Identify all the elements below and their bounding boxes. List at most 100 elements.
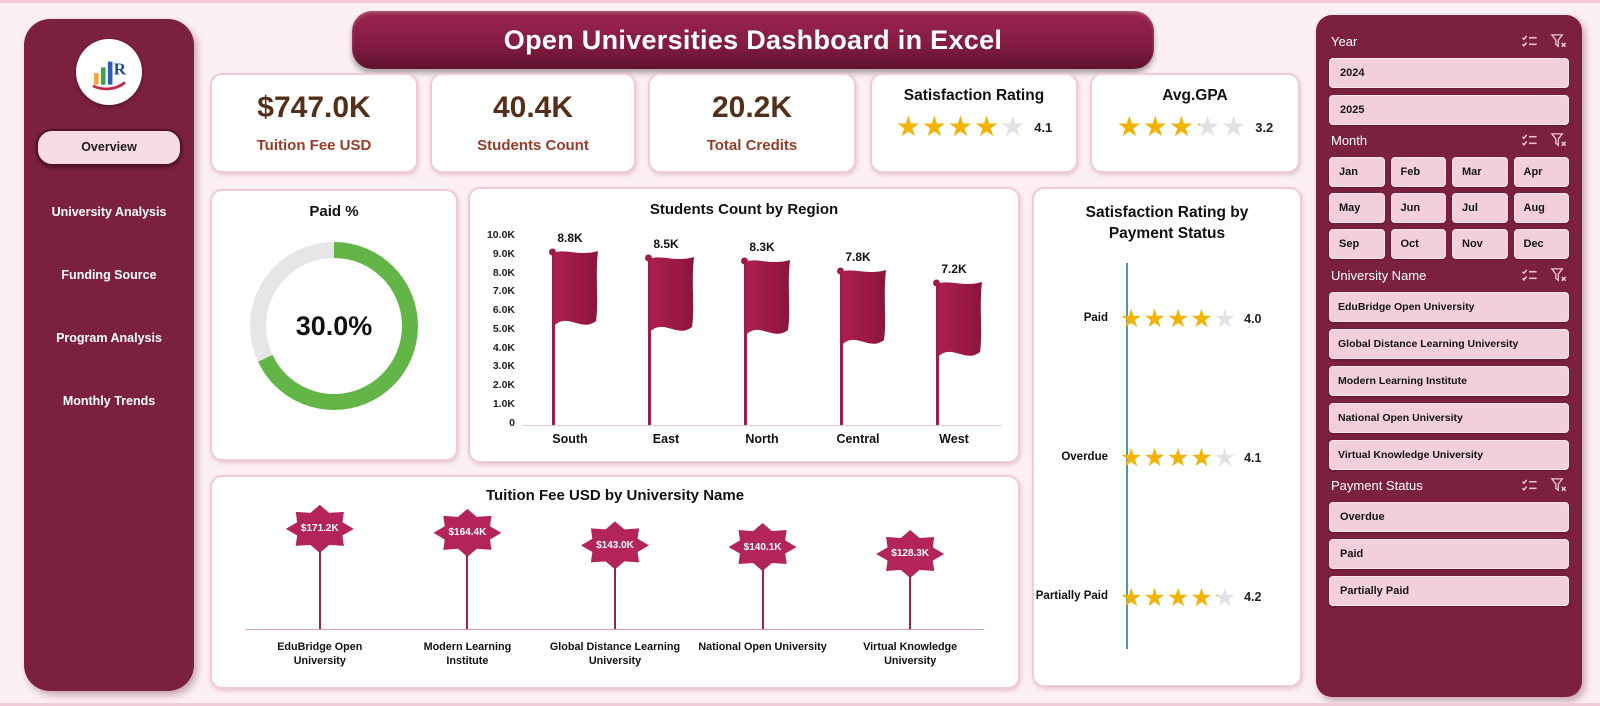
slicer-button-apr[interactable]: Apr — [1513, 157, 1569, 187]
slicer-button-sep[interactable]: Sep — [1329, 229, 1385, 259]
kpi-value: 40.4K — [492, 91, 574, 124]
rating-value: 4.2 — [1244, 590, 1262, 605]
stem-column: $128.3K — [836, 512, 984, 629]
flag-marker-icon — [549, 248, 598, 327]
nav-item-monthly-trends[interactable]: Monthly Trends — [62, 394, 156, 408]
rating-value: 4.1 — [1244, 450, 1262, 465]
burst-data-label: $143.0K — [580, 521, 649, 570]
slicer-button-jan[interactable]: Jan — [1329, 157, 1385, 187]
kpi-card-students-count: 40.4K Students Count — [430, 73, 636, 173]
slicer-button-feb[interactable]: Feb — [1390, 157, 1446, 187]
satisfaction-by-status-chart-card: Satisfaction Rating by Payment Status Pa… — [1032, 187, 1302, 687]
slicer-header-month: Month — [1331, 132, 1567, 149]
slicer-button-global-distance[interactable]: Global Distance Learning University — [1329, 329, 1569, 359]
clear-filter-icon[interactable] — [1550, 132, 1567, 149]
stem-column: $164.4K — [394, 508, 542, 629]
slicer-button-dec[interactable]: Dec — [1513, 229, 1569, 259]
clear-filter-icon[interactable] — [1550, 477, 1567, 494]
slicer-button-aug[interactable]: Aug — [1513, 193, 1569, 223]
svg-text:R: R — [114, 59, 127, 78]
region-plot-area: 8.8K 8.5K 8.3K — [522, 228, 1002, 426]
x-axis-labels: South East North Central West — [552, 432, 969, 446]
slicer-button-2024[interactable]: 2024 — [1329, 58, 1569, 88]
flag-marker-icon — [645, 254, 694, 333]
multi-select-icon[interactable] — [1521, 33, 1538, 50]
x-axis-labels: EduBridge Open University Modern Learnin… — [277, 641, 958, 668]
kpi-label: Total Credits — [706, 137, 798, 154]
left-sidebar: R Overview University Analysis Funding S… — [24, 19, 194, 691]
page-title: Open Universities Dashboard in Excel — [352, 11, 1154, 69]
slicer-button-edubridge[interactable]: EduBridge Open University — [1329, 292, 1569, 322]
slicer-button-2025[interactable]: 2025 — [1329, 95, 1569, 125]
chart-title: Satisfaction Rating by Payment Status — [1085, 204, 1249, 242]
burst-data-label: $128.3K — [876, 529, 945, 578]
multi-select-icon[interactable] — [1521, 267, 1538, 284]
kpi-title: Avg.GPA — [1162, 87, 1228, 104]
multi-select-icon[interactable] — [1521, 477, 1538, 494]
slicer-button-jul[interactable]: Jul — [1452, 193, 1508, 223]
slicer-button-oct[interactable]: Oct — [1390, 229, 1446, 259]
data-label: 8.5K — [653, 236, 679, 251]
rating-value: 4.0 — [1244, 311, 1262, 326]
month-slicer-grid: Jan Feb Mar Apr May Jun Jul Aug Sep Oct … — [1329, 157, 1569, 259]
flag-column-west: 7.2K — [906, 228, 1002, 425]
slicer-button-mar[interactable]: Mar — [1452, 157, 1508, 187]
tuition-by-university-chart-card: Tuition Fee USD by University Name $171.… — [210, 475, 1020, 689]
chart-title: Students Count by Region — [649, 201, 839, 218]
flag-marker-icon — [741, 257, 790, 337]
clear-filter-icon[interactable] — [1550, 267, 1567, 284]
kpi-value: 20.2K — [711, 91, 793, 124]
slicer-button-modern-learning[interactable]: Modern Learning Institute — [1329, 366, 1569, 396]
slicer-button-partially-paid[interactable]: Partially Paid — [1329, 576, 1569, 606]
star-rating: ★★★★★★★★★★ — [1120, 304, 1238, 333]
slicer-button-jun[interactable]: Jun — [1390, 193, 1446, 223]
chart-title: Paid % — [309, 203, 359, 220]
star-rating: ★★★★★★★★★★ — [1116, 110, 1248, 143]
slicer-button-paid[interactable]: Paid — [1329, 539, 1569, 569]
kpi-card-total-credits: 20.2K Total Credits — [648, 73, 856, 173]
nav-item-university-analysis[interactable]: University Analysis — [51, 205, 167, 219]
kpi-label: Students Count — [477, 137, 589, 154]
students-by-region-chart-card: Students Count by Region 10.0K 9.0K 8.0K… — [468, 187, 1020, 463]
rating-value: 4.1 — [1034, 119, 1053, 135]
flag-column-central: 7.8K — [810, 228, 906, 425]
multi-select-icon[interactable] — [1521, 132, 1538, 149]
kpi-title: Satisfaction Rating — [903, 87, 1045, 104]
stem-column: $140.1K — [689, 512, 837, 629]
category-axis-line — [1126, 262, 1128, 649]
slicer-button-overdue[interactable]: Overdue — [1329, 502, 1569, 532]
rating-value: 3.2 — [1255, 119, 1274, 135]
kpi-value: $747.0K — [257, 91, 371, 124]
burst-data-label: $140.1K — [728, 523, 797, 572]
slicer-panel: Year 2024 2025 Month — [1316, 15, 1582, 697]
y-axis: 10.0K 9.0K 8.0K 7.0K 6.0K 5.0K 4.0K 3.0K… — [486, 229, 515, 429]
slicer-button-national-open[interactable]: National Open University — [1329, 403, 1569, 433]
nav-item-funding-source[interactable]: Funding Source — [61, 268, 157, 282]
flag-column-south: 8.8K — [522, 228, 618, 425]
kpi-card-avg-gpa: Avg.GPA ★★★★★★★★★★ 3.2 — [1090, 73, 1300, 173]
slicer-button-may[interactable]: May — [1329, 193, 1385, 223]
slicer-button-nov[interactable]: Nov — [1452, 229, 1508, 259]
chart-title: Tuition Fee USD by University Name — [485, 487, 745, 504]
clear-filter-icon[interactable] — [1550, 33, 1567, 50]
slicer-header-payment-status: Payment Status — [1331, 477, 1567, 494]
nav-item-overview[interactable]: Overview — [36, 129, 182, 166]
flag-marker-icon — [933, 279, 982, 359]
star-rating: ★★★★★★★★★★ — [1120, 443, 1238, 473]
data-label: 8.3K — [749, 240, 775, 255]
data-label: 7.8K — [845, 250, 871, 265]
slicer-header-university-name: University Name — [1331, 267, 1567, 284]
stem-column: $171.2K — [246, 504, 394, 629]
star-rating: ★★★★★★★★★★ — [1120, 582, 1238, 612]
donut-center-label: 30.0% — [295, 310, 373, 341]
slicer-button-virtual-knowledge[interactable]: Virtual Knowledge University — [1329, 440, 1569, 470]
burst-data-label: $164.4K — [433, 508, 502, 557]
slicer-header-year: Year — [1331, 33, 1567, 50]
star-rating: ★★★★★★★★★★ — [895, 110, 1027, 143]
nav-item-program-analysis[interactable]: Program Analysis — [56, 331, 162, 345]
status-row-paid: Paid ★★★★★★★★★★ 4.0 — [1083, 304, 1262, 333]
sidebar-nav: Overview University Analysis Funding Sou… — [24, 129, 194, 448]
data-label: 7.2K — [941, 262, 967, 277]
stem-column: $143.0K — [541, 512, 689, 629]
